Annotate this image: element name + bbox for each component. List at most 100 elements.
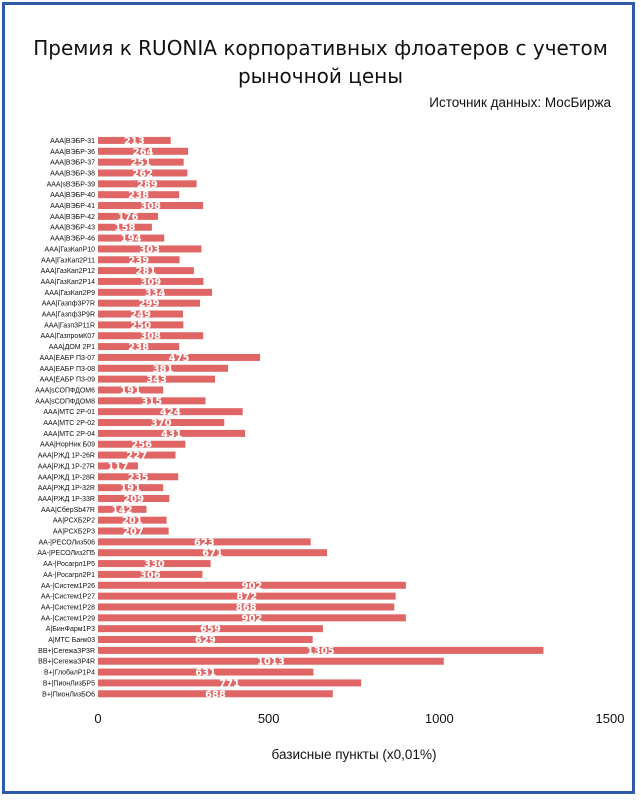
data-label: 207 bbox=[123, 527, 144, 538]
category-label: AAA|ВЭБР-43 bbox=[50, 225, 95, 232]
data-source-note: Источник данных: МосБиржа bbox=[429, 95, 611, 110]
x-axis-label: базисные пункты (x0,01%) bbox=[271, 747, 437, 762]
bar bbox=[98, 202, 204, 210]
category-label: AAA|ВЭБР-31 bbox=[50, 138, 95, 145]
category-label: AAA|ВЭБР-42 bbox=[50, 214, 95, 221]
data-label: 315 bbox=[141, 396, 162, 407]
bar bbox=[98, 158, 184, 166]
bar bbox=[98, 310, 183, 318]
data-label: 631 bbox=[195, 668, 216, 679]
bar bbox=[98, 473, 179, 481]
bar bbox=[98, 484, 164, 492]
category-label: AAA|ВЭБР-38 bbox=[50, 170, 95, 177]
category-label: AAA|Газпф3Р9R bbox=[42, 312, 95, 319]
bar bbox=[98, 527, 169, 535]
data-label: 239 bbox=[128, 255, 149, 266]
category-label: AAA|ГазКап2Р14 bbox=[41, 279, 95, 286]
data-label: 872 bbox=[236, 592, 257, 603]
category-label: AA-|Росагрл1Р5 bbox=[43, 561, 95, 568]
category-label: AAA|sСОПФДОМ6 bbox=[35, 387, 95, 394]
data-label: 431 bbox=[161, 429, 182, 440]
data-label: 191 bbox=[120, 483, 141, 494]
data-label: 475 bbox=[169, 353, 190, 364]
data-label: 299 bbox=[139, 299, 160, 310]
data-label: 213 bbox=[124, 136, 145, 147]
data-label: 370 bbox=[151, 418, 172, 429]
category-label: AAA|Газп3Р11R bbox=[44, 322, 95, 329]
category-label: AAA|ВЭБР-40 bbox=[50, 192, 95, 199]
category-label: AA-|Систем1Р28 bbox=[41, 604, 95, 611]
bar bbox=[98, 267, 194, 275]
data-label: 868 bbox=[236, 602, 257, 613]
bar bbox=[98, 592, 396, 600]
data-label: 902 bbox=[242, 613, 263, 624]
chart-title: Премия к RUONIA корпоративных флоатеров … bbox=[33, 36, 608, 88]
bar bbox=[98, 147, 189, 155]
category-label: AAA|МТС 2Р-01 bbox=[43, 409, 95, 416]
bar bbox=[98, 223, 152, 231]
category-label: AAA|ВЭБР-41 bbox=[50, 203, 95, 210]
category-label: AAA|sВЭБР-39 bbox=[47, 181, 96, 188]
bar bbox=[98, 321, 184, 329]
data-label: 671 bbox=[202, 548, 223, 559]
category-label: AA-|РЕСОЛиз506 bbox=[39, 539, 96, 546]
bar bbox=[98, 245, 202, 253]
bar bbox=[98, 505, 147, 513]
data-label: 238 bbox=[128, 190, 149, 201]
bar bbox=[98, 668, 314, 676]
data-label: 117 bbox=[108, 461, 129, 472]
data-label: 688 bbox=[205, 689, 226, 700]
data-label: 1305 bbox=[307, 646, 335, 657]
category-label: AAA|РЖД 1Р-32R bbox=[38, 485, 95, 492]
data-label: 264 bbox=[133, 147, 154, 158]
data-label: 659 bbox=[200, 624, 221, 635]
bar bbox=[98, 212, 159, 220]
bar bbox=[98, 646, 544, 654]
category-label: AAA|Газпф3Р7R bbox=[42, 301, 95, 308]
data-label: 227 bbox=[126, 451, 147, 462]
category-label: AA|РСХБ2Р2 bbox=[53, 518, 95, 525]
bar bbox=[98, 353, 261, 361]
category-label: AAA|ЕАБР П3-09 bbox=[40, 377, 96, 384]
bar bbox=[98, 679, 362, 687]
data-label: 309 bbox=[140, 277, 161, 288]
category-label: A|МТС Банк03 bbox=[48, 637, 95, 644]
data-label: 308 bbox=[140, 201, 161, 212]
data-label: 281 bbox=[136, 266, 157, 277]
bar bbox=[98, 136, 171, 144]
bar bbox=[98, 451, 176, 459]
category-label: AA-|РЕСОЛиз2П5 bbox=[37, 550, 95, 557]
bar bbox=[98, 636, 313, 644]
bar bbox=[98, 603, 395, 611]
bar bbox=[98, 516, 167, 524]
category-label: B+|ПионЛизБР5 bbox=[43, 680, 95, 687]
bar bbox=[98, 169, 188, 177]
category-label: A|БинФарм1Р3 bbox=[46, 626, 95, 633]
bar bbox=[98, 364, 229, 372]
bar bbox=[98, 408, 243, 416]
bar bbox=[98, 570, 203, 578]
category-label: AAA|ГазпромК07 bbox=[41, 333, 96, 340]
data-label: 158 bbox=[115, 223, 136, 234]
bar bbox=[98, 419, 225, 427]
data-label: 334 bbox=[145, 288, 166, 299]
data-label: 256 bbox=[131, 440, 152, 451]
category-label: AAA|ГазКап2Р12 bbox=[41, 268, 95, 275]
category-label: AA-|Систем1Р26 bbox=[41, 583, 95, 590]
bar bbox=[98, 397, 206, 405]
bar bbox=[98, 429, 246, 437]
category-label: AAA|РЖД 1Р-27R bbox=[38, 463, 95, 470]
category-label: AAA|НорНик Б09 bbox=[40, 442, 95, 449]
category-label: AA-|Систем1Р29 bbox=[41, 615, 95, 622]
category-label: AAA|РЖД 1Р-26R bbox=[38, 453, 95, 460]
category-label: B+|ГлобалР1Р4 bbox=[44, 669, 95, 677]
category-label: AAA|ЕАБР П3-07 bbox=[40, 355, 96, 362]
x-tick-label: 500 bbox=[258, 711, 280, 726]
category-label: AAA|ГазКапР10 bbox=[45, 246, 96, 253]
data-label: 381 bbox=[153, 364, 174, 375]
bar bbox=[98, 375, 216, 383]
bar bbox=[98, 386, 164, 394]
category-label: AAA|sСОПФДОМ8 bbox=[35, 398, 95, 405]
bar bbox=[98, 538, 311, 546]
